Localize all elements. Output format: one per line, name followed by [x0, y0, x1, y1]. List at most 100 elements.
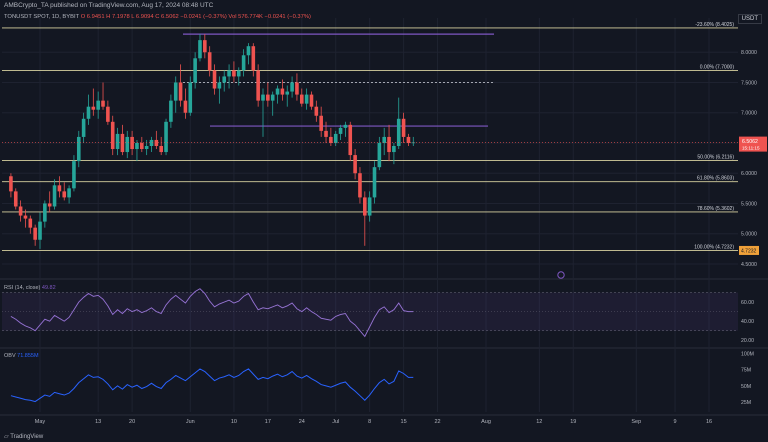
fib-level-label: 61.80% (5.8603) [697, 176, 734, 182]
price-tick-label: 4.5000 [741, 262, 757, 268]
price-tick-label: 7.0000 [741, 111, 757, 117]
x-tick-label: 16 [706, 419, 712, 425]
candle-body [101, 100, 105, 107]
candle-body [353, 155, 357, 174]
fib-level-label: 0.00% (7.7000) [700, 64, 735, 70]
x-tick-label: 9 [674, 419, 677, 425]
candle-body [62, 191, 67, 198]
x-tick-label: 20 [129, 419, 135, 425]
candle-body [329, 136, 333, 143]
candle-body [251, 46, 256, 71]
candle-body [343, 124, 348, 128]
candle-body [212, 70, 217, 89]
rsi-line-highlight [10, 288, 414, 337]
x-tick-label: Sep [631, 419, 641, 425]
obv-tick-label: 100M [741, 351, 754, 357]
candle-body [203, 40, 207, 53]
countdown-label: 15:11:15 [742, 146, 760, 151]
candle-body [387, 136, 391, 153]
currency-button[interactable]: USDT [737, 14, 762, 24]
fib-low-label: 4.7232 [741, 248, 757, 254]
candle-body [358, 173, 362, 198]
candle-body [261, 94, 265, 101]
candle-body [290, 82, 294, 92]
x-tick-label: 10 [231, 419, 237, 425]
candle-body [9, 176, 13, 192]
obv-tick-label: 25M [741, 400, 751, 406]
symbol-info: TONUSDT SPOT, 1D, BYBIT O 6.9451 H 7.197… [4, 14, 311, 20]
candle-body [173, 82, 178, 101]
candle-body [309, 94, 314, 107]
symbol-label: TONUSDT SPOT, 1D, BYBIT [4, 14, 80, 20]
candle-body [406, 136, 411, 143]
candle-body [275, 88, 280, 95]
candle-body [348, 124, 353, 156]
event-marker [557, 271, 565, 279]
brand-label: TradingView [10, 434, 44, 440]
candle-body [159, 146, 163, 153]
obv-legend[interactable]: OBV 71.855M [4, 353, 39, 359]
candle-body [178, 82, 183, 101]
candle-body [23, 215, 28, 219]
candle-body [338, 127, 343, 134]
candle-body [86, 106, 91, 119]
candle-body [266, 94, 270, 101]
volume-readout: Vol 576.774K −0.0241 (−0.37%) [228, 14, 311, 20]
x-tick-label: 15 [401, 419, 407, 425]
candle-body [193, 58, 197, 83]
candle-body [96, 100, 100, 110]
candle-body [377, 142, 382, 168]
candle-body [392, 146, 396, 153]
candle-body [314, 106, 319, 116]
last-price-label: 6.5062 [742, 139, 758, 145]
obv-tick-label: 50M [741, 384, 751, 390]
x-tick-label: 22 [434, 419, 440, 425]
candle-body [295, 82, 299, 95]
candle-body [396, 118, 401, 146]
candle-body [222, 76, 227, 83]
price-tick-label: 5.5000 [741, 201, 757, 207]
tradingview-logo[interactable]: ▱ TradingView [4, 434, 44, 440]
candle-body [363, 197, 367, 216]
candle-body [256, 70, 260, 101]
candle-body [207, 52, 212, 71]
candle-body [52, 185, 57, 207]
rsi-value: 49.82 [41, 285, 56, 291]
price-tick-label: 8.0000 [741, 50, 757, 56]
candle-body [115, 133, 120, 150]
x-tick-label: 19 [570, 419, 576, 425]
ohlc-readout: O 6.9451 H 7.1978 L 6.9094 C 6.5062 −0.0… [80, 14, 227, 20]
candle-body [18, 206, 23, 216]
candle-body [241, 55, 246, 71]
candle-body [164, 121, 168, 153]
candle-body [169, 100, 173, 122]
candle-body [120, 133, 125, 153]
candle-body [304, 94, 309, 104]
candle-body [280, 88, 285, 95]
x-tick-label: 24 [299, 419, 305, 425]
candle-body [183, 100, 188, 113]
fib-level-label: 78.60% (5.3602) [697, 206, 734, 212]
rsi-title: RSI (14, close) [4, 285, 41, 291]
candle-body [38, 221, 42, 240]
x-tick-label: 13 [95, 419, 101, 425]
candle-body [149, 139, 154, 146]
candle-body [125, 136, 130, 153]
candle-body [188, 82, 193, 113]
candle-body [76, 136, 81, 162]
price-tick-label: 6.0000 [741, 171, 757, 177]
candle-body [401, 118, 406, 137]
candle-body [324, 130, 328, 137]
obv-tick-label: 75M [741, 368, 751, 374]
candle-body [232, 70, 236, 77]
fib-level-label: 50.00% (6.2116) [697, 154, 734, 160]
rsi-legend[interactable]: RSI (14, close) 49.82 [4, 285, 56, 291]
candle-body [227, 70, 231, 77]
candle-body [33, 227, 37, 240]
x-tick-label: May [35, 419, 46, 425]
publish-title: AMBCrypto_TA published on TradingView.co… [4, 2, 214, 9]
x-tick-label: Jun [186, 419, 195, 425]
candle-body [144, 146, 149, 150]
candle-body [72, 161, 76, 189]
